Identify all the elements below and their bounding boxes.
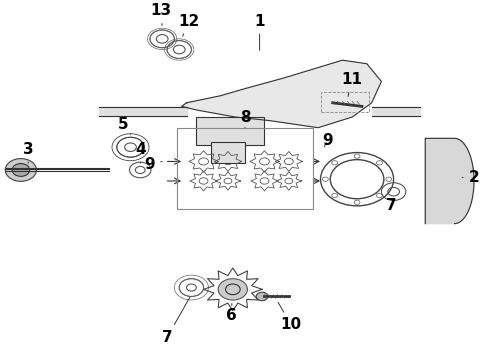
Polygon shape [182, 60, 381, 128]
FancyArrow shape [372, 107, 420, 116]
Text: 7: 7 [386, 198, 396, 213]
Text: 9: 9 [145, 157, 162, 172]
Bar [177, 128, 313, 210]
Text: 4: 4 [135, 141, 146, 163]
Text: 2: 2 [462, 170, 479, 185]
Circle shape [12, 163, 30, 176]
Bar [320, 92, 369, 112]
Text: 6: 6 [226, 303, 237, 324]
Text: 7: 7 [162, 297, 190, 345]
Text: 12: 12 [178, 14, 199, 36]
Bar [196, 117, 265, 145]
Text: 8: 8 [240, 109, 250, 128]
Text: 5: 5 [118, 117, 130, 135]
Text: 3: 3 [23, 141, 33, 163]
Text: 11: 11 [342, 72, 363, 96]
Text: 10: 10 [278, 302, 302, 332]
Text: 13: 13 [150, 3, 172, 26]
Text: 1: 1 [254, 14, 265, 50]
Circle shape [5, 159, 36, 181]
Bar [211, 142, 245, 163]
FancyArrow shape [99, 107, 187, 116]
Circle shape [218, 279, 247, 300]
Polygon shape [425, 138, 474, 224]
Circle shape [256, 292, 268, 301]
Text: 9: 9 [322, 132, 333, 148]
